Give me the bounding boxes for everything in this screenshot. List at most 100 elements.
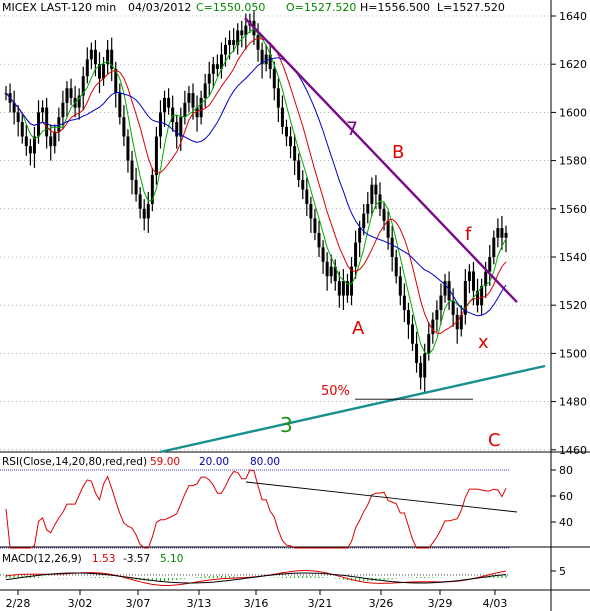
price-bar-body bbox=[309, 203, 313, 219]
price-bar-body bbox=[20, 122, 24, 137]
price-bar-body bbox=[480, 285, 484, 306]
macd-signal: -3.57 bbox=[123, 553, 150, 565]
price-bar-body bbox=[325, 261, 329, 277]
x-tick-label: 3/16 bbox=[244, 597, 269, 610]
rsi-low-level: 20.00 bbox=[199, 456, 229, 468]
price-bar-body bbox=[337, 281, 341, 296]
macd-tick-label: 5 bbox=[559, 565, 566, 578]
price-bar-body bbox=[57, 117, 61, 132]
price-bar-body bbox=[24, 136, 28, 147]
price-bar-body bbox=[268, 54, 272, 70]
price-bar-body bbox=[37, 112, 41, 137]
price-bar-body bbox=[89, 49, 93, 60]
price-bar-body bbox=[317, 232, 321, 248]
price-bar-body bbox=[260, 49, 264, 65]
price-bar-body bbox=[61, 102, 65, 118]
y-tick-label: 1580 bbox=[559, 155, 587, 168]
price-bar-body bbox=[118, 93, 122, 118]
price-bar-body bbox=[443, 281, 447, 296]
price-bar-body bbox=[329, 266, 333, 277]
rsi-panel: RSI(Close,14,20,80,red,red) 59.00 20.00 80.… bbox=[0, 456, 573, 549]
rsi-tick-label: 60 bbox=[559, 490, 573, 503]
price-bar-body bbox=[146, 203, 150, 219]
price-bar-body bbox=[345, 281, 349, 296]
macd-signal-line bbox=[5, 572, 507, 584]
price-bar-body bbox=[390, 237, 394, 257]
header-open: O=1527.520 bbox=[286, 1, 357, 14]
price-bar-body bbox=[203, 83, 207, 98]
price-bar-body bbox=[427, 334, 431, 354]
retracement-50-label: 50% bbox=[321, 384, 350, 399]
header-low: L=1527.520 bbox=[437, 1, 505, 14]
price-bar-body bbox=[134, 179, 138, 195]
y-tick-label: 1500 bbox=[559, 347, 587, 360]
price-bar-body bbox=[435, 310, 439, 320]
rsi-line bbox=[5, 469, 507, 549]
ma-slow-line bbox=[5, 57, 507, 317]
price-bar-body bbox=[215, 64, 219, 70]
price-bar-body bbox=[158, 112, 162, 137]
price-bar-body bbox=[333, 266, 337, 282]
price-bar-body bbox=[447, 281, 451, 301]
price-bar-body bbox=[142, 208, 146, 219]
ma-fast-line bbox=[5, 28, 507, 356]
y-tick-label: 1620 bbox=[559, 58, 587, 71]
price-bar-body bbox=[496, 228, 500, 238]
price-bar-body bbox=[358, 228, 362, 243]
price-bar-body bbox=[122, 117, 126, 137]
x-tick-label: 3/26 bbox=[369, 597, 394, 610]
price-bar-body bbox=[195, 107, 199, 118]
price-bar-body bbox=[12, 102, 16, 113]
rsi-trendline bbox=[245, 481, 518, 513]
price-bar-body bbox=[199, 97, 203, 118]
price-bar-body bbox=[224, 44, 228, 55]
price-bar-body bbox=[183, 102, 187, 118]
price-bar-body bbox=[154, 136, 158, 176]
price-bar-body bbox=[362, 213, 366, 229]
price-bar-body bbox=[65, 88, 69, 103]
wave-label-x: x bbox=[478, 332, 489, 353]
price-bar-body bbox=[232, 40, 236, 45]
rsi-tick-label: 40 bbox=[559, 516, 573, 529]
price-bar-body bbox=[402, 295, 406, 311]
price-bar-body bbox=[187, 93, 191, 103]
price-bar-body bbox=[313, 218, 317, 233]
price-bar-body bbox=[110, 49, 114, 70]
price-bar-body bbox=[382, 208, 386, 221]
rsi-high-level: 80.00 bbox=[250, 456, 280, 468]
header-date: 04/03/2012 bbox=[128, 1, 192, 14]
price-bar-body bbox=[354, 242, 358, 267]
price-bar-body bbox=[93, 49, 97, 65]
price-bar-body bbox=[431, 319, 435, 335]
x-tick-label: 3/02 bbox=[68, 597, 93, 610]
price-bar-body bbox=[471, 271, 475, 291]
price-bar-body bbox=[163, 97, 167, 113]
price-bar-body bbox=[81, 76, 85, 96]
x-tick-label: 3/29 bbox=[428, 597, 453, 610]
price-bar-body bbox=[219, 54, 223, 70]
price-bar-body bbox=[53, 131, 57, 147]
header-symbol: MICEX LAST-120 min bbox=[2, 1, 117, 14]
y-tick-label: 1480 bbox=[559, 396, 587, 409]
x-axis: 2/28 3/02 3/07 3/13 3/16 3/21 3/26 3/29 4/03 bbox=[6, 590, 507, 610]
price-bar-body bbox=[102, 64, 106, 79]
price-bar-body bbox=[488, 257, 492, 272]
price-bar-body bbox=[191, 93, 195, 108]
header-close: C=1550.050 bbox=[196, 1, 266, 14]
price-bar-body bbox=[106, 49, 110, 65]
x-tick-label: 2/28 bbox=[6, 597, 31, 610]
wave-7-trendline bbox=[244, 17, 518, 304]
price-bar-body bbox=[504, 232, 508, 238]
wave-label-f: f bbox=[465, 224, 472, 245]
macd-hist: 5.10 bbox=[160, 553, 183, 565]
rsi-value: 59.00 bbox=[150, 456, 180, 468]
price-bar-body bbox=[467, 271, 471, 282]
x-tick-label: 3/21 bbox=[308, 597, 333, 610]
price-bar-body bbox=[77, 95, 81, 108]
y-tick-label: 1520 bbox=[559, 299, 587, 312]
price-bar-body bbox=[28, 146, 32, 154]
price-bar-body bbox=[423, 353, 427, 378]
price-bar-body bbox=[301, 179, 305, 190]
price-bar-body bbox=[49, 136, 53, 147]
